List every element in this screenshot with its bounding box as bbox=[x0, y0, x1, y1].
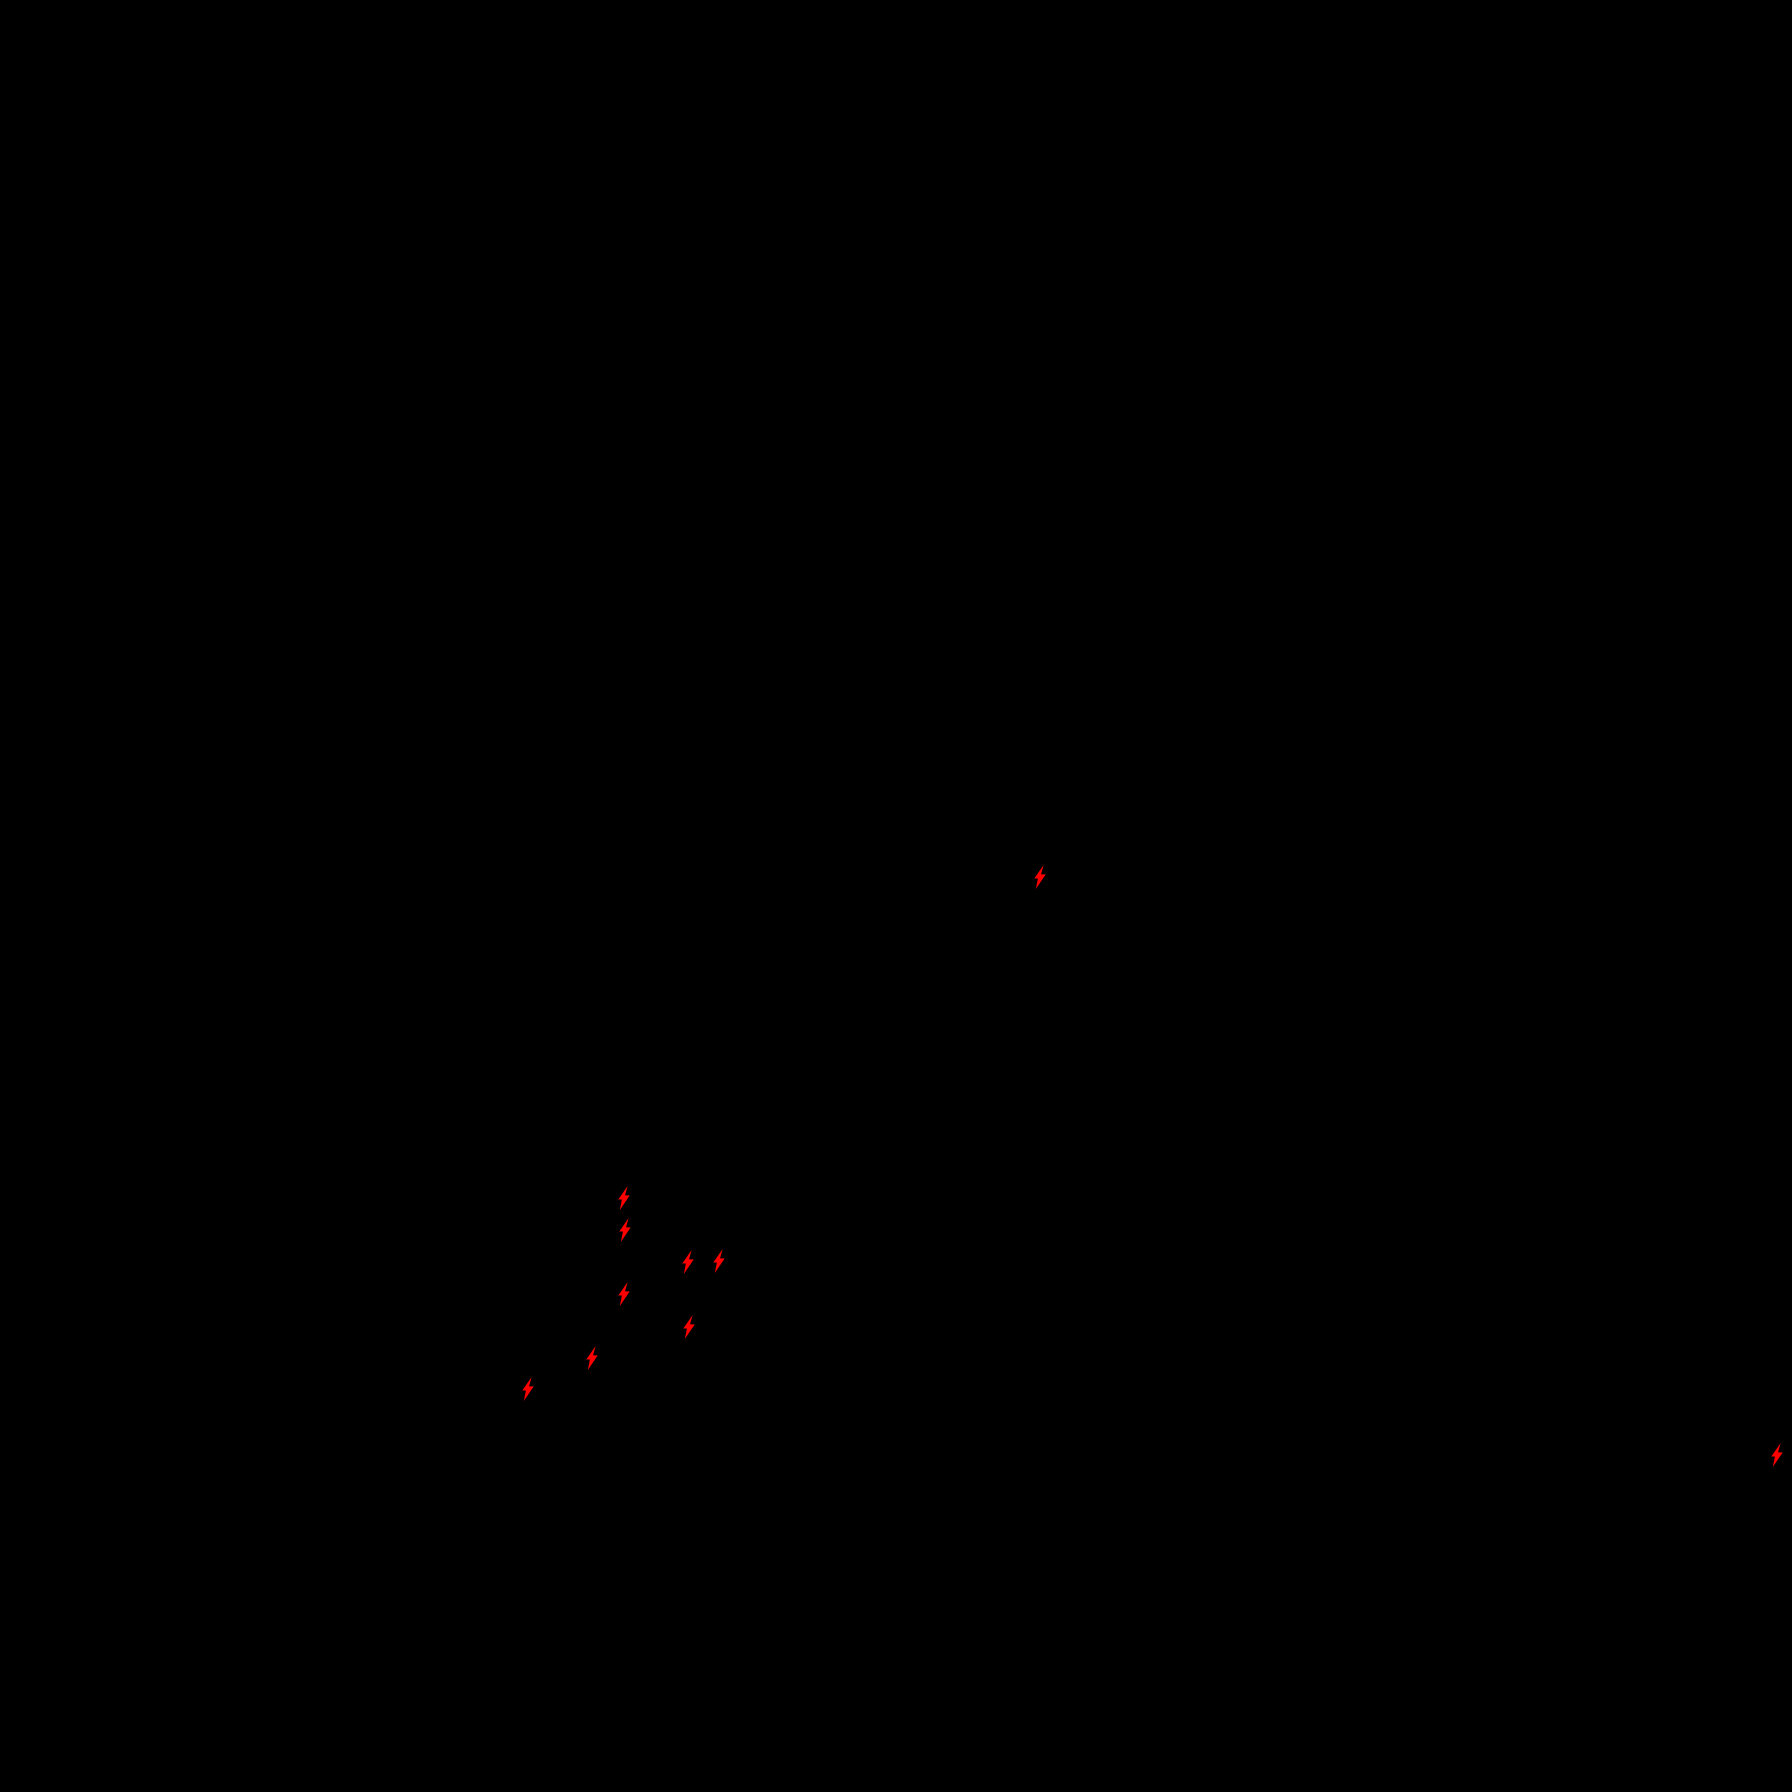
lightning-strike-marker[interactable] bbox=[1032, 864, 1048, 890]
lightning-strike-marker[interactable] bbox=[681, 1314, 697, 1340]
lightning-bolt-icon bbox=[1034, 865, 1046, 889]
lightning-bolt-icon bbox=[713, 1249, 725, 1273]
lightning-bolt-icon bbox=[619, 1218, 631, 1242]
lightning-strike-marker[interactable] bbox=[1769, 1442, 1785, 1468]
lightning-strike-marker[interactable] bbox=[711, 1248, 727, 1274]
lightning-strike-marker[interactable] bbox=[520, 1376, 536, 1402]
lightning-bolt-icon bbox=[1771, 1443, 1783, 1467]
lightning-bolt-icon bbox=[618, 1186, 630, 1210]
lightning-strike-marker[interactable] bbox=[617, 1217, 633, 1243]
lightning-bolt-icon bbox=[522, 1377, 534, 1401]
lightning-bolt-icon bbox=[682, 1250, 694, 1274]
lightning-bolt-icon bbox=[586, 1346, 598, 1370]
lightning-bolt-icon bbox=[618, 1282, 630, 1306]
lightning-strike-marker[interactable] bbox=[584, 1345, 600, 1371]
lightning-strike-marker[interactable] bbox=[680, 1249, 696, 1275]
lightning-strike-marker[interactable] bbox=[616, 1185, 632, 1211]
lightning-bolt-icon bbox=[683, 1315, 695, 1339]
lightning-strike-marker[interactable] bbox=[616, 1281, 632, 1307]
